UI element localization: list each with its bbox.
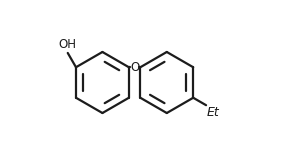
Text: OH: OH bbox=[59, 38, 77, 51]
Text: Et: Et bbox=[207, 106, 220, 119]
Text: O: O bbox=[130, 61, 139, 74]
